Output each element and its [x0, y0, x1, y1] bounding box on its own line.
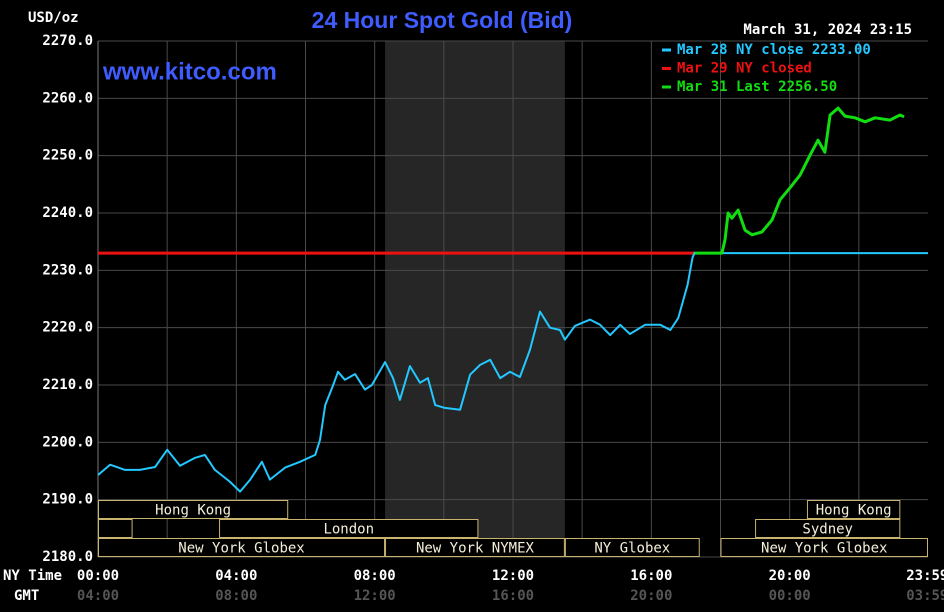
- y-tick-label: 2200.0: [42, 434, 93, 450]
- session-box: [98, 519, 133, 538]
- y-tick-label: 2230.0: [42, 262, 93, 278]
- session-label: Hong Kong: [816, 503, 892, 519]
- gmt-tick-label: 20:00: [630, 588, 672, 604]
- session-label: New York Globex: [178, 541, 304, 557]
- x-tick-label: 23:59: [906, 568, 944, 584]
- y-tick-label: 2240.0: [42, 205, 93, 221]
- gmt-tick-label: 04:00: [77, 588, 119, 604]
- session-box: [720, 538, 928, 557]
- series-line: [97, 251, 928, 493]
- x-tick-label: 04:00: [215, 568, 257, 584]
- session-box: [98, 500, 289, 519]
- gmt-tick-label: 12:00: [354, 588, 396, 604]
- x-tick-label: 00:00: [77, 568, 119, 584]
- session-box: [385, 538, 565, 557]
- session-label: New York NYMEX: [416, 541, 535, 557]
- shaded-session: [385, 41, 565, 557]
- session-label: New York Globex: [761, 541, 887, 557]
- plot-area: [97, 40, 928, 558]
- x-tick-label: 08:00: [354, 568, 396, 584]
- y-tick-label: 2220.0: [42, 320, 93, 336]
- gmt-tick-label: 16:00: [492, 588, 534, 604]
- x-tick-label: 20:00: [769, 568, 811, 584]
- y-tick-label: 2210.0: [42, 377, 93, 393]
- watermark: www.kitco.com: [102, 58, 277, 85]
- gmt-tick-label: 00:00: [769, 588, 811, 604]
- session-box: [219, 519, 479, 538]
- y-tick-label: 2180.0: [42, 549, 93, 565]
- session-box: [755, 519, 901, 538]
- gmt-tick-label: 03:59: [906, 588, 944, 604]
- ny-time-label: NY Time: [3, 568, 62, 584]
- x-tick-label: 12:00: [492, 568, 534, 584]
- y-tick-label: 2190.0: [42, 492, 93, 508]
- y-tick-label: 2270.0: [42, 33, 93, 49]
- legend-label: Mar 28 NY close 2233.00: [677, 42, 871, 58]
- session-label: London: [323, 522, 374, 538]
- session-box: [806, 500, 901, 519]
- session-box: [564, 538, 700, 557]
- session-box: [98, 538, 386, 557]
- gmt-tick-label: 08:00: [215, 588, 257, 604]
- y-tick-label: 2250.0: [42, 148, 93, 164]
- y-tick-label: 2260.0: [42, 90, 93, 106]
- chart-title: 24 Hour Spot Gold (Bid): [312, 7, 573, 33]
- session-label: Sydney: [802, 522, 853, 538]
- y-axis-label: USD/oz: [28, 10, 79, 26]
- date-stamp: March 31, 2024 23:15: [743, 22, 912, 38]
- session-label: NY Globex: [594, 541, 670, 557]
- series-line: [694, 106, 905, 255]
- x-tick-label: 16:00: [630, 568, 672, 584]
- legend-label: Mar 29 NY closed: [677, 61, 812, 77]
- legend-label: Mar 31 Last 2256.50: [677, 79, 837, 95]
- gmt-label: GMT: [14, 588, 39, 604]
- session-label: Hong Kong: [155, 503, 231, 519]
